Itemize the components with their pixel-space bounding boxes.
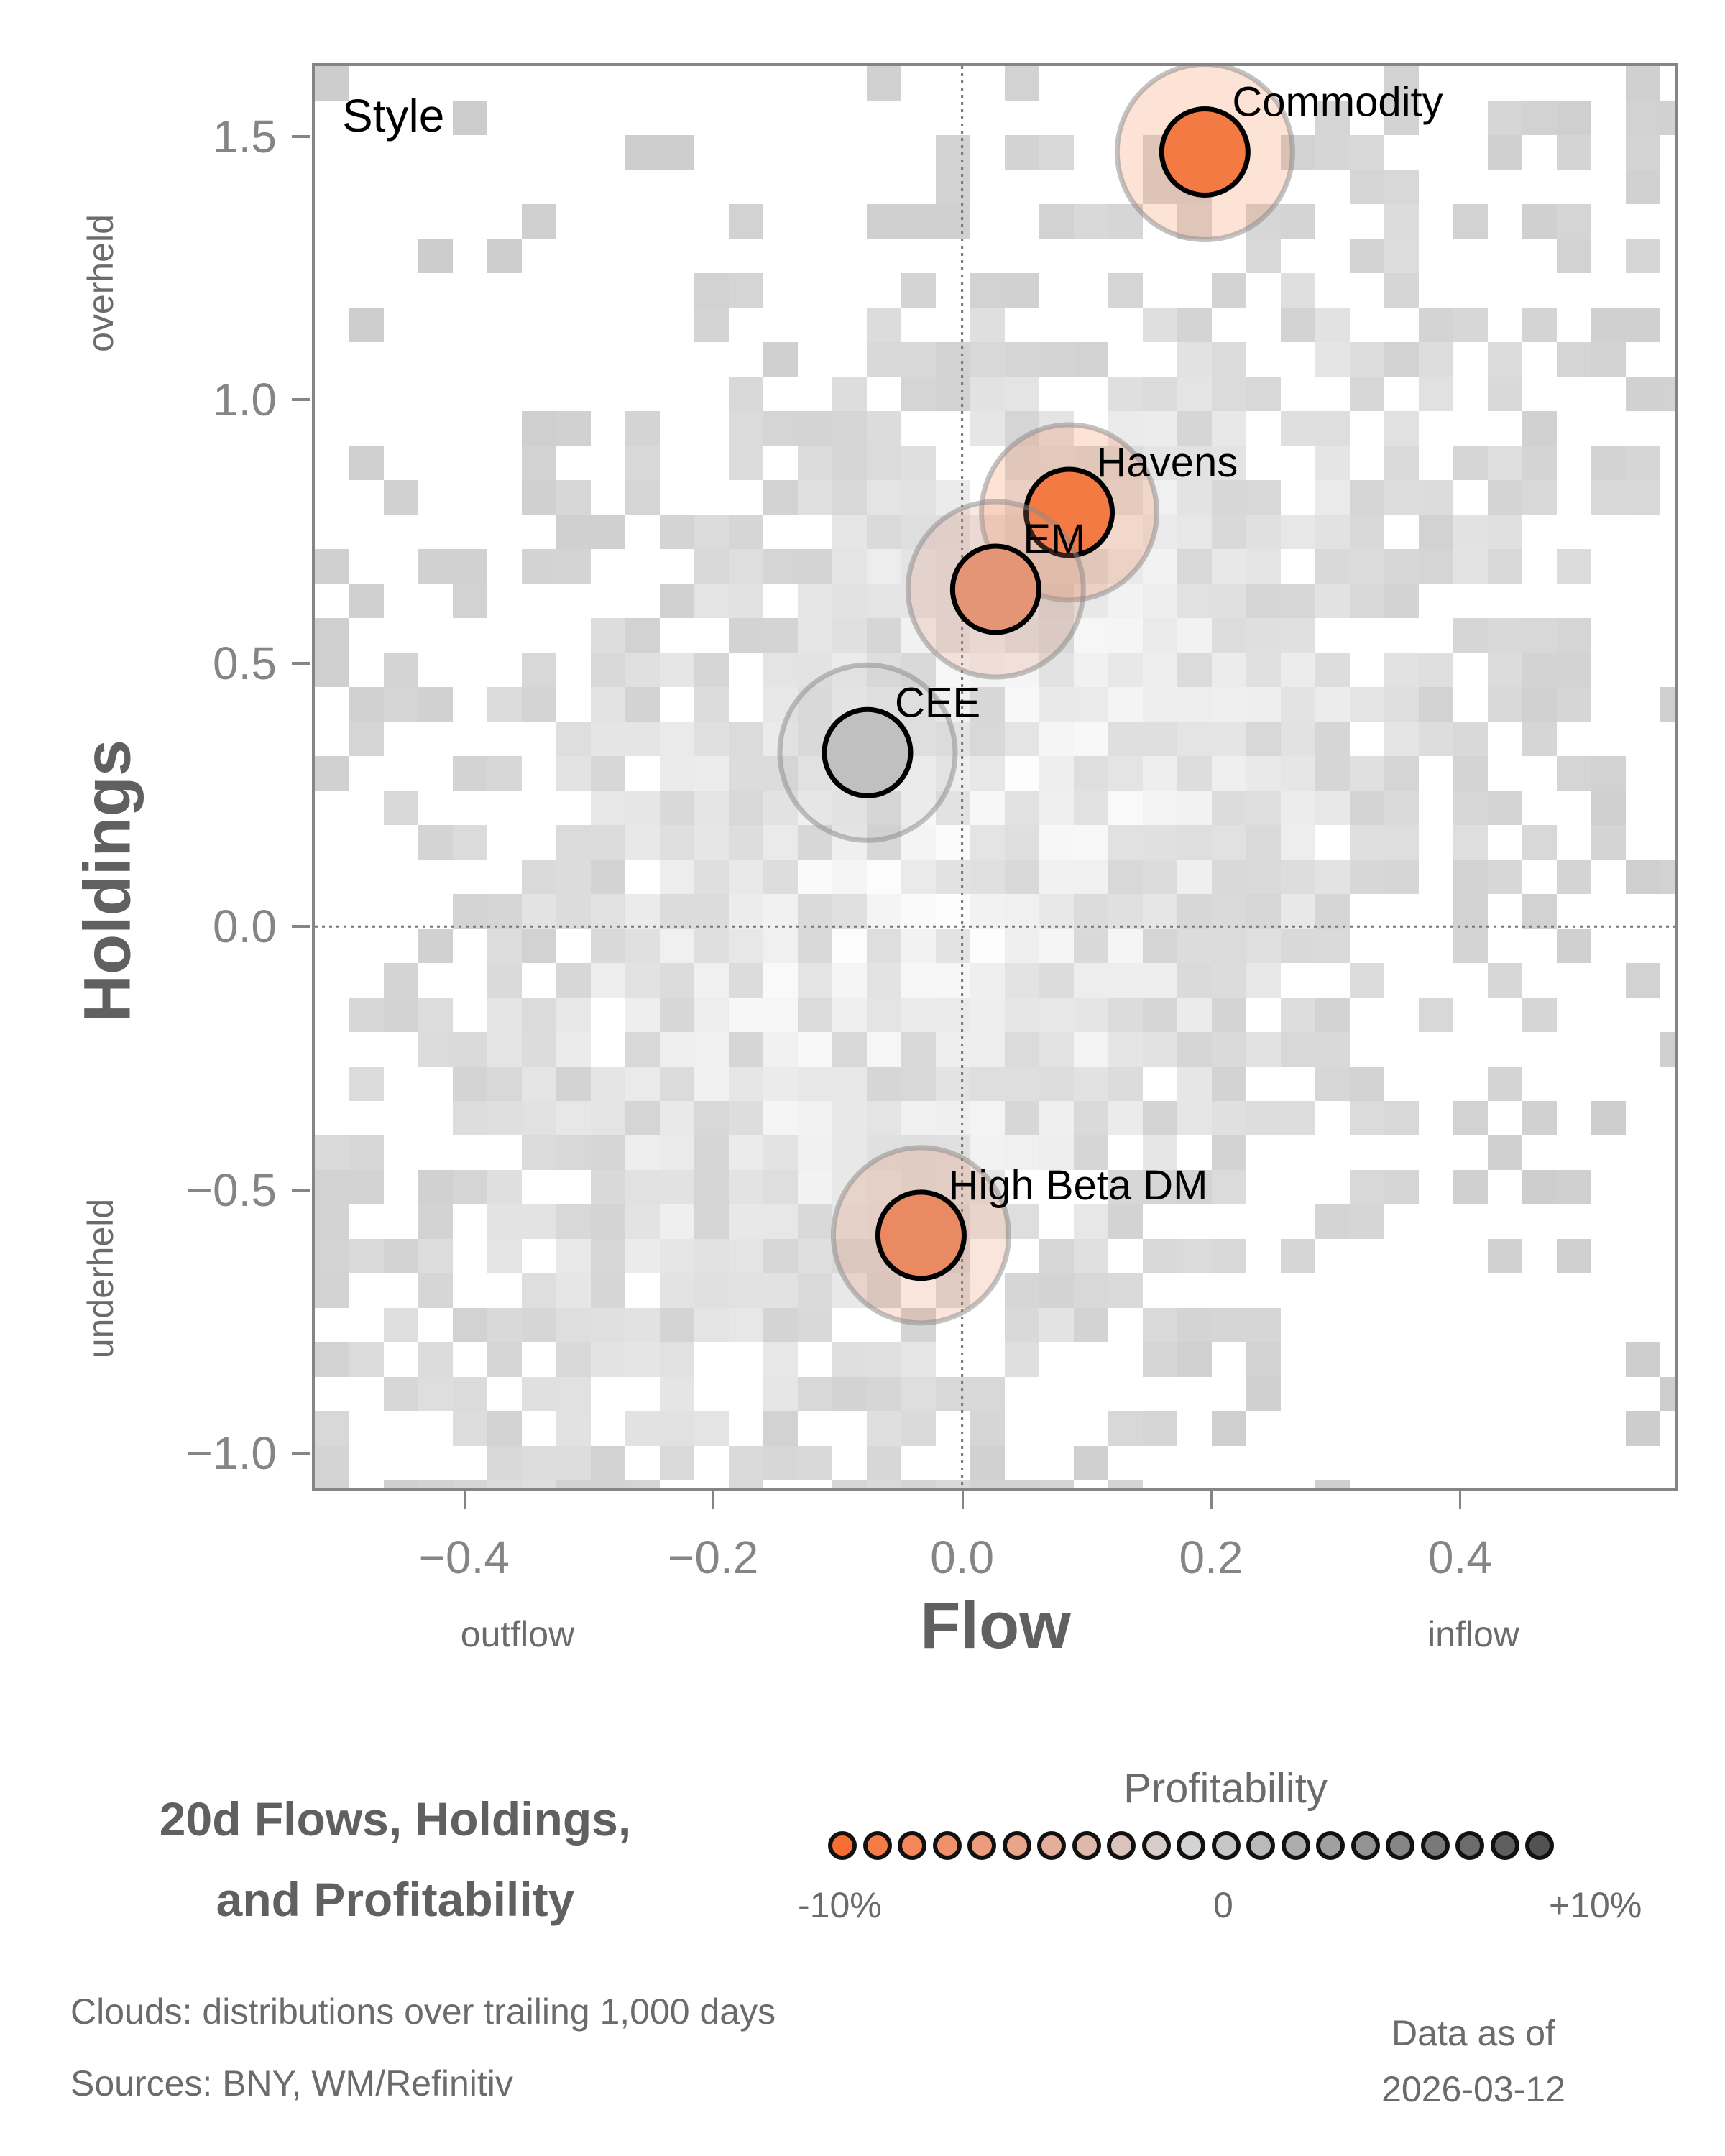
- note-sources: Sources: BNY, WM/Refinitiv: [70, 2063, 513, 2104]
- colorbar-swatch: [1141, 1831, 1171, 1860]
- data-point-em[interactable]: [949, 543, 1041, 635]
- scatter-canvas: Commodity Havens EM CEE High Beta DM: [315, 66, 1675, 1488]
- x-tick-mark: [463, 1491, 466, 1509]
- y-side-label-top: overheld: [80, 214, 121, 352]
- y-tick-mark: [292, 398, 310, 402]
- x-tick-label: 0.4: [1427, 1531, 1492, 1583]
- colorbar-mid-label: 0: [1213, 1885, 1233, 1925]
- colorbar-swatch: [967, 1831, 996, 1860]
- y-tick-label: 1.0: [213, 374, 277, 426]
- data-point-commodity[interactable]: [1159, 106, 1251, 198]
- colorbar-swatch: [1211, 1831, 1241, 1860]
- y-tick-label: 0.0: [213, 900, 277, 953]
- colorbar-swatch: [1037, 1831, 1066, 1860]
- colorbar-swatch: [1281, 1831, 1310, 1860]
- y-tick-mark: [292, 661, 310, 665]
- data-point-havens[interactable]: [1024, 466, 1116, 558]
- data-point-high-beta-dm[interactable]: [875, 1189, 967, 1281]
- colorbar-swatch: [1351, 1831, 1380, 1860]
- x-tick-mark: [1459, 1491, 1462, 1509]
- point-label: EM: [1023, 516, 1085, 563]
- colorbar-swatch: [932, 1831, 962, 1860]
- data-point-cee[interactable]: [822, 706, 914, 798]
- colorbar-min-label: -10%: [798, 1885, 882, 1925]
- note-clouds: Clouds: distributions over trailing 1,00…: [70, 1991, 776, 2032]
- x-side-label-left: outflow: [460, 1614, 575, 1654]
- x-tick-label: 0.2: [1179, 1531, 1243, 1583]
- point-label: High Beta DM: [948, 1162, 1208, 1209]
- colorbar-swatch: [898, 1831, 926, 1860]
- as-of-label: Data as of: [1392, 2013, 1555, 2053]
- colorbar-swatch: [1420, 1831, 1450, 1860]
- x-tick-label: −0.4: [418, 1531, 510, 1583]
- y-tick-label: 0.5: [213, 637, 277, 689]
- plot-area: Commodity Havens EM CEE High Beta DM Style: [312, 63, 1678, 1491]
- colorbar-swatch: [1316, 1831, 1345, 1860]
- panel-label: Style: [342, 90, 445, 142]
- y-tick-mark: [292, 1452, 310, 1455]
- y-tick-label: 1.5: [213, 110, 277, 162]
- y-tick-mark: [292, 1188, 310, 1192]
- point-label: CEE: [895, 679, 980, 726]
- chart-title: 20d Flows, Holdings, and Profitability: [72, 1779, 719, 1940]
- colorbar-title: Profitability: [1123, 1765, 1328, 1812]
- y-tick-label: −1.0: [185, 1427, 277, 1480]
- colorbar-swatch: [1107, 1831, 1136, 1860]
- x-tick-mark: [712, 1491, 715, 1509]
- colorbar-swatch: [828, 1831, 857, 1860]
- x-axis-title: Flow: [920, 1589, 1071, 1662]
- colorbar-swatch: [862, 1831, 892, 1860]
- y-tick-mark: [292, 134, 310, 138]
- colorbar-swatch: [1246, 1831, 1275, 1860]
- point-label: Commodity: [1232, 79, 1443, 126]
- chart-title-line1: 20d Flows, Holdings,: [159, 1792, 632, 1846]
- x-tick-mark: [1210, 1491, 1213, 1509]
- x-tick-label: 0.0: [930, 1531, 995, 1583]
- y-axis-title: Holdings: [70, 739, 144, 1023]
- y-tick-mark: [292, 925, 310, 929]
- as-of-date: Data as of 2026-03-12: [1337, 2005, 1610, 2117]
- x-tick-mark: [961, 1491, 964, 1509]
- chart-title-line2: and Profitability: [216, 1873, 575, 1926]
- colorbar-swatch: [1525, 1831, 1554, 1860]
- colorbar-swatch: [1072, 1831, 1101, 1860]
- colorbar-swatch: [1386, 1831, 1414, 1860]
- colorbar-max-label: +10%: [1549, 1885, 1642, 1925]
- y-tick-label: −0.5: [185, 1164, 277, 1216]
- point-label: Havens: [1097, 439, 1238, 486]
- colorbar-swatch: [1002, 1831, 1031, 1860]
- as-of-value: 2026-03-12: [1381, 2069, 1565, 2109]
- x-side-label-right: inflow: [1427, 1614, 1519, 1654]
- y-side-label-bottom: underheld: [80, 1198, 121, 1359]
- colorbar-swatch: [1177, 1831, 1205, 1860]
- colorbar-swatch: [1490, 1831, 1519, 1860]
- colorbar-swatch: [1455, 1831, 1484, 1860]
- x-tick-label: −0.2: [668, 1531, 759, 1583]
